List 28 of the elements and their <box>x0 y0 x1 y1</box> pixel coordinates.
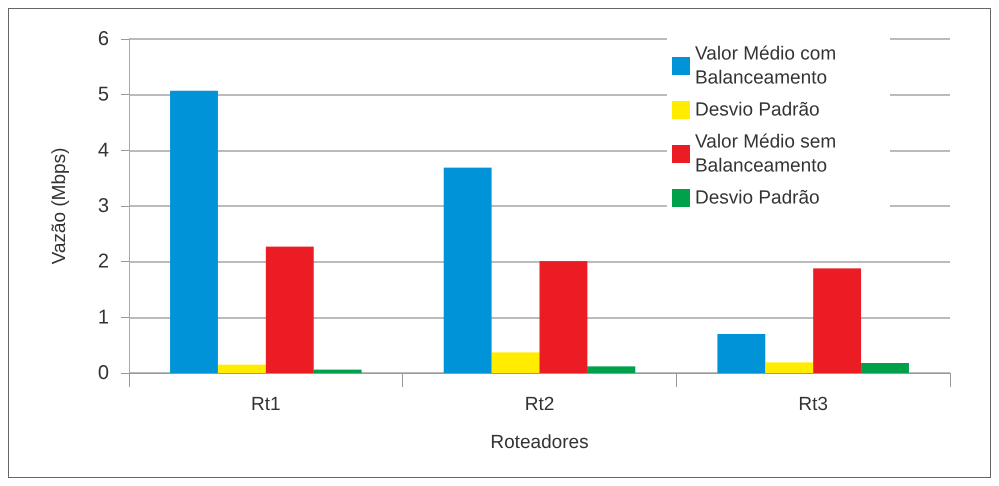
legend-label: Valor Médio sem Balanceamento <box>695 132 842 176</box>
x-axis-title: Roteadores <box>490 432 589 453</box>
bar <box>444 168 492 373</box>
bar <box>314 370 362 373</box>
bar <box>170 90 218 373</box>
legend-label: Valor Médio com Balanceamento <box>695 44 842 88</box>
bar <box>813 268 862 373</box>
y-tick-label: 1 <box>98 306 109 328</box>
y-tick-label: 2 <box>98 250 109 273</box>
legend-label: Desvio Padrão <box>695 188 820 208</box>
bar <box>218 364 266 373</box>
bar <box>587 366 636 373</box>
bar <box>717 334 766 373</box>
bar <box>266 246 314 373</box>
bar <box>765 362 814 373</box>
y-tick-label: 0 <box>98 362 109 384</box>
legend-label: Desvio Padrão <box>695 100 820 120</box>
bar <box>861 362 909 373</box>
x-tick-label: Rt2 <box>524 394 554 415</box>
y-tick-label: 6 <box>98 28 109 50</box>
y-tick-label: 4 <box>98 139 109 162</box>
y-axis-title: Vazão (Mbps) <box>49 148 70 264</box>
y-tick-label: 5 <box>98 84 109 106</box>
bar <box>540 261 588 373</box>
y-tick-label: 3 <box>98 195 109 217</box>
x-tick-label: Rt1 <box>251 394 281 415</box>
x-tick-label: Rt3 <box>798 394 828 415</box>
bar <box>492 352 540 373</box>
